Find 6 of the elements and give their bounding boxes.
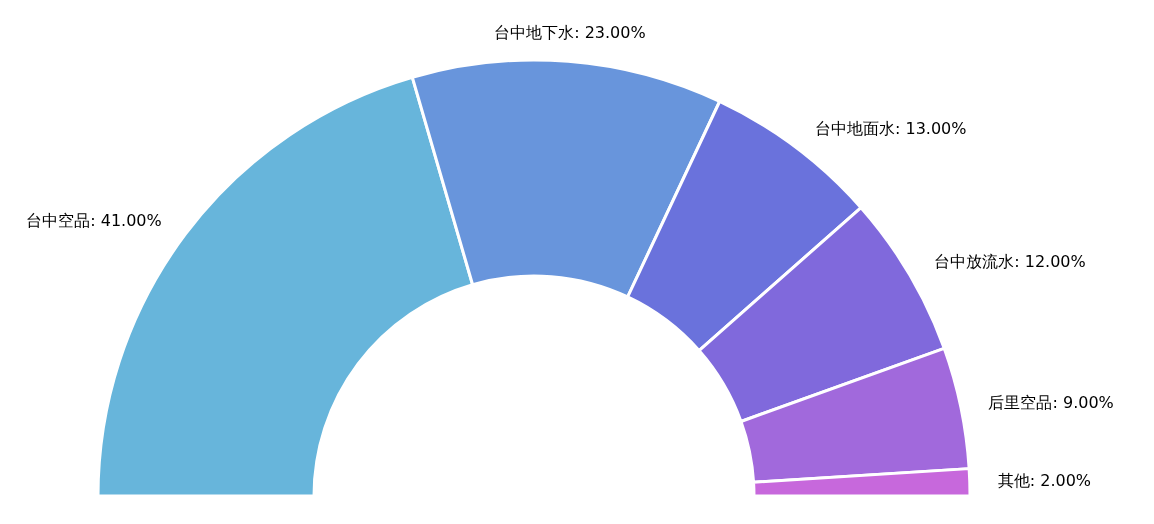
slice-label: 台中空品: 41.00% [26,210,162,230]
slice-label: 台中放流水: 12.00% [934,252,1086,272]
slice-label: 台中地下水: 23.00% [494,22,646,42]
slice-label: 其他: 2.00% [997,471,1092,491]
slice-label: 后里空品: 9.00% [988,392,1114,412]
slice-label: 台中地面水: 13.00% [814,119,967,139]
